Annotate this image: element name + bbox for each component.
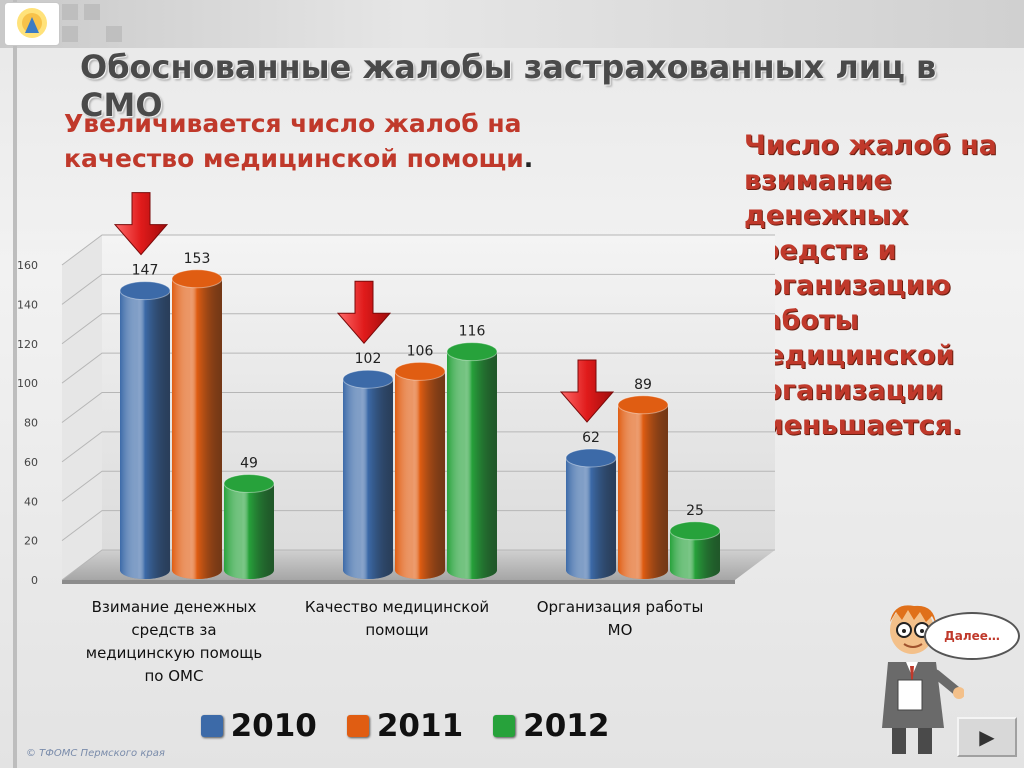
gridline bbox=[61, 431, 775, 463]
x-category-label-line: Взимание денежных bbox=[91, 598, 257, 616]
subtitle-line1: Увеличивается число жалоб на bbox=[64, 109, 522, 138]
x-category-label-line: Качество медицинской bbox=[304, 598, 490, 616]
legend-item-2012: 2012 bbox=[493, 708, 609, 744]
x-category-label-line: медицинскую помощь bbox=[85, 644, 263, 662]
data-label: 25 bbox=[686, 503, 704, 519]
gridline bbox=[61, 470, 775, 502]
copyright: © ТФОМС Пермского края bbox=[26, 748, 165, 759]
legend-label: 2011 bbox=[376, 708, 464, 744]
legend-label: 2010 bbox=[230, 708, 317, 744]
bar-2010-2 bbox=[565, 448, 617, 579]
chart-floor-edge bbox=[62, 580, 735, 584]
legend-item-2011: 2011 bbox=[346, 708, 464, 744]
bar-2010-1 bbox=[342, 369, 394, 579]
y-tick-label: 140 bbox=[17, 298, 38, 311]
red-down-arrow-icon bbox=[336, 280, 392, 344]
red-down-arrow-icon bbox=[559, 359, 615, 423]
data-label: 116 bbox=[459, 324, 486, 340]
legend-swatch bbox=[200, 715, 223, 737]
subtitle-line2: качество медицинской помощи bbox=[64, 144, 524, 173]
slide-title: Обоснованные жалобы застрахованных лиц в… bbox=[80, 48, 937, 124]
legend-item-2010: 2010 bbox=[200, 708, 317, 744]
data-label: 102 bbox=[355, 351, 382, 367]
y-tick-label: 100 bbox=[17, 377, 38, 390]
y-tick-label: 40 bbox=[24, 495, 38, 508]
x-category-label: Качество медицинской помощи bbox=[287, 596, 507, 642]
header-decoration bbox=[84, 4, 100, 20]
x-category-label-line: средств за bbox=[131, 621, 217, 639]
gridline bbox=[61, 234, 775, 266]
header-decoration bbox=[106, 26, 122, 42]
x-category-label: Организация работы МО bbox=[510, 596, 730, 642]
y-tick-label: 20 bbox=[24, 535, 38, 548]
bar-2010-0 bbox=[119, 281, 171, 579]
logo-icon bbox=[17, 8, 47, 38]
data-label: 106 bbox=[407, 343, 434, 359]
y-tick-label: 60 bbox=[24, 456, 38, 469]
data-label: 62 bbox=[582, 430, 600, 446]
y-tick-label: 120 bbox=[17, 338, 38, 351]
play-arrow-icon: ▶ bbox=[979, 725, 995, 749]
speech-bubble-text: Далее… bbox=[944, 629, 1000, 643]
y-tick-label: 0 bbox=[31, 574, 38, 587]
bar-2012-0 bbox=[223, 474, 275, 579]
header-decoration bbox=[62, 4, 78, 20]
y-tick-label: 160 bbox=[17, 259, 38, 272]
legend-swatch bbox=[493, 715, 516, 737]
bar-2011-0 bbox=[171, 269, 223, 579]
presenter-character bbox=[882, 605, 964, 754]
y-tick-label: 80 bbox=[24, 417, 38, 430]
data-label: 89 bbox=[634, 377, 652, 393]
gridline bbox=[61, 352, 775, 384]
gridline bbox=[61, 313, 775, 345]
x-category-label-line: МО bbox=[607, 621, 633, 639]
data-label: 153 bbox=[184, 251, 211, 267]
bar-2011-2 bbox=[617, 395, 669, 579]
tfoms-logo bbox=[4, 2, 60, 46]
header-band bbox=[0, 0, 1024, 48]
speech-bubble[interactable]: Далее… bbox=[924, 612, 1020, 660]
x-category-label-line: Организация работы bbox=[536, 598, 704, 616]
x-category-label-line: помощи bbox=[365, 621, 429, 639]
gridline bbox=[61, 273, 775, 305]
bar-2012-2 bbox=[669, 521, 721, 579]
x-category-label: Взимание денежных средств за медицинскую п… bbox=[64, 596, 284, 688]
legend-label: 2012 bbox=[523, 708, 610, 744]
gridline bbox=[61, 549, 775, 581]
bar-2011-1 bbox=[394, 361, 446, 579]
subtitle-dot: . bbox=[523, 144, 534, 173]
red-down-arrow-icon bbox=[113, 192, 169, 256]
legend-swatch bbox=[346, 715, 369, 737]
header-decoration bbox=[62, 26, 78, 42]
bar-2012-1 bbox=[446, 342, 498, 579]
data-label: 49 bbox=[240, 456, 258, 472]
next-slide-button[interactable]: ▶ bbox=[957, 717, 1017, 757]
subtitle: Увеличивается число жалоб на качество ме… bbox=[64, 106, 664, 176]
data-label: 147 bbox=[132, 263, 159, 279]
chart-legend: 2010 2011 2012 bbox=[0, 708, 810, 744]
left-rule bbox=[13, 0, 17, 768]
x-category-label-line: по ОМС bbox=[144, 667, 204, 685]
gridline bbox=[61, 392, 775, 423]
gridline bbox=[61, 510, 775, 542]
